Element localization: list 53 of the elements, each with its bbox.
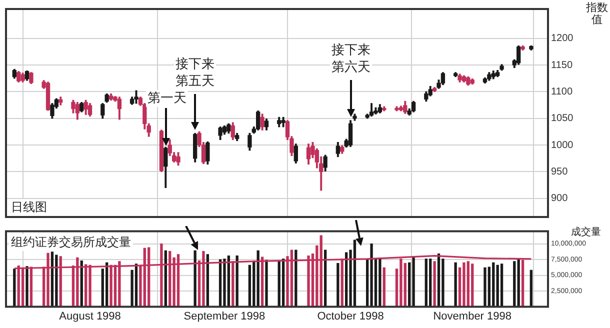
y-tick-label: 1200 [551,33,574,44]
annotation: 第一天 [146,90,188,107]
bar [513,261,516,307]
bar [378,258,382,307]
x-tick-label: September 1998 [184,310,266,322]
bar [424,258,428,307]
bar [517,258,520,307]
bar [223,258,226,307]
bar [227,255,230,307]
text: 日线图 [9,199,49,216]
bar [265,260,268,307]
bar [336,263,340,307]
bar [164,250,167,307]
chart-title: 组约证券交易所成交量 [9,234,133,252]
y-tick-label: 1100 [551,86,573,98]
y-tick-label: 1050 [551,113,574,124]
y-tick-label: 950 [551,166,568,178]
bar [433,261,436,307]
bar [324,250,327,307]
y-tick-label: 1150 [551,60,573,71]
bar [466,261,470,307]
annotation: 接下来第六天 [330,42,372,76]
bar [278,260,280,307]
bar [382,267,386,307]
bar [471,264,474,307]
bar [454,262,457,307]
y-tick-label: 900 [551,193,568,204]
bar [236,255,238,307]
bar [26,266,28,307]
bar [282,258,285,307]
bar [492,262,495,307]
bar [248,264,252,307]
y-tick-label: 1000 [551,140,574,151]
y-axis-title: 指数值 [586,1,608,26]
bar [370,243,373,307]
bar [488,266,491,307]
bar [462,262,466,307]
bar [496,264,499,307]
bar [412,257,415,307]
bar [530,270,533,307]
y-axis-title: 成交量 [570,227,602,238]
bar [353,240,356,307]
bar [50,252,54,307]
bar [429,258,432,307]
bar [500,264,504,307]
bar [256,250,260,307]
x-tick-label: October 1998 [317,310,384,322]
bar [344,252,348,307]
x-tick-label: August 1998 [59,310,121,322]
annotation: 接下来第五天 [174,56,216,90]
x-tick-label: November 1998 [433,310,512,322]
bar [13,268,16,307]
bar [484,267,486,307]
